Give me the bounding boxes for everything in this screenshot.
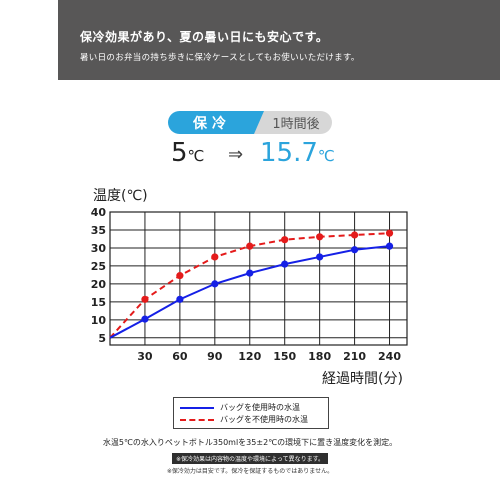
x-axis-label: 経過時間(分)	[322, 371, 403, 387]
y-tick-label: 10	[91, 314, 107, 327]
x-tick-label: 180	[308, 350, 331, 363]
start-temperature-unit: ℃	[187, 147, 205, 165]
chart-grid	[110, 211, 407, 345]
point-with-bag	[385, 242, 394, 250]
x-tick-label: 150	[273, 350, 296, 363]
point-without-bag	[141, 295, 149, 303]
end-temperature: 15.7℃	[260, 138, 335, 168]
disclaimer-note: ※保冷効力は目安です。保冷を保証するものではありません。	[166, 468, 334, 475]
point-without-bag	[176, 272, 184, 280]
point-without-bag	[316, 233, 324, 241]
temperature-chart: 5 10 15 20 25 30 35 40 30 60 90 120 150 180 210 240 温度(…	[91, 188, 408, 387]
legend-label-with-bag: バッグを使用時の水温	[220, 403, 300, 412]
header-subtitle: 暑い日のお弁当の持ち歩きに保冷ケースとしてもお使いいただけます。	[80, 53, 360, 63]
badge-cooling-label: 保冷	[168, 111, 256, 134]
x-tick-label: 90	[207, 350, 223, 363]
y-tick-label: 30	[91, 242, 107, 255]
legend-dashed-line	[180, 418, 214, 421]
point-with-bag	[211, 280, 219, 288]
y-axis-label: 温度(℃)	[93, 188, 148, 204]
y-tick-label: 15	[91, 296, 106, 309]
header-title: 保冷効果があり、夏の暑い日にも安心です。	[80, 30, 329, 44]
y-tick-label: 5	[98, 332, 106, 345]
point-with-bag	[316, 253, 324, 261]
x-tick-label: 60	[172, 350, 188, 363]
arrow-icon: ⇒	[228, 144, 244, 165]
x-tick-label: 30	[137, 350, 153, 363]
chart-axes: 5 10 15 20 25 30 35 40 30 60 90 120 150 180 210 240	[91, 206, 408, 363]
x-tick-label: 120	[238, 350, 261, 363]
y-tick-label: 20	[91, 278, 107, 291]
end-temperature-unit: ℃	[317, 147, 335, 165]
temperature-change: 5℃ ⇒ 15.7℃	[0, 138, 500, 178]
badge-divider	[254, 111, 264, 134]
point-without-bag	[385, 229, 394, 237]
start-temperature: 5℃	[171, 138, 204, 168]
measurement-note: 水温5℃の水入りペットボトル350mlを35±2℃の環境下に置き温度変化を測定。	[102, 438, 398, 447]
x-tick-label: 210	[343, 350, 366, 363]
point-with-bag	[246, 269, 254, 277]
point-without-bag	[246, 242, 254, 250]
legend-solid-line	[180, 406, 214, 409]
disclaimer-bar: ※保冷効果は内容物の温度や環境によって異なります。	[172, 453, 328, 464]
plot-frame	[109, 211, 408, 346]
point-with-bag	[141, 315, 149, 323]
header-banner: 保冷効果があり、夏の暑い日にも安心です。 暑い日のお弁当の持ち歩きに保冷ケースと…	[58, 0, 500, 80]
legend-label-without-bag: バッグを不使用時の水温	[220, 415, 308, 424]
point-with-bag	[281, 260, 289, 268]
chart-series	[109, 229, 394, 339]
end-temperature-value: 15.7	[260, 138, 318, 168]
y-tick-label: 40	[91, 206, 107, 219]
point-without-bag	[211, 253, 219, 261]
badge-time-label: 1時間後	[254, 111, 332, 134]
x-tick-label: 240	[378, 350, 401, 363]
chart-legend: バッグを使用時の水温 バッグを不使用時の水温	[173, 397, 329, 429]
point-without-bag	[350, 231, 359, 239]
y-tick-label: 25	[91, 260, 106, 273]
legend-item-with-bag: バッグを使用時の水温	[180, 401, 300, 414]
y-tick-label: 35	[91, 224, 106, 237]
start-temperature-value: 5	[171, 138, 188, 168]
legend-item-without-bag: バッグを不使用時の水温	[180, 413, 308, 426]
cooling-badge: 保冷 1時間後	[168, 111, 332, 134]
point-with-bag	[350, 246, 359, 254]
point-with-bag	[176, 295, 184, 303]
point-without-bag	[281, 236, 289, 244]
